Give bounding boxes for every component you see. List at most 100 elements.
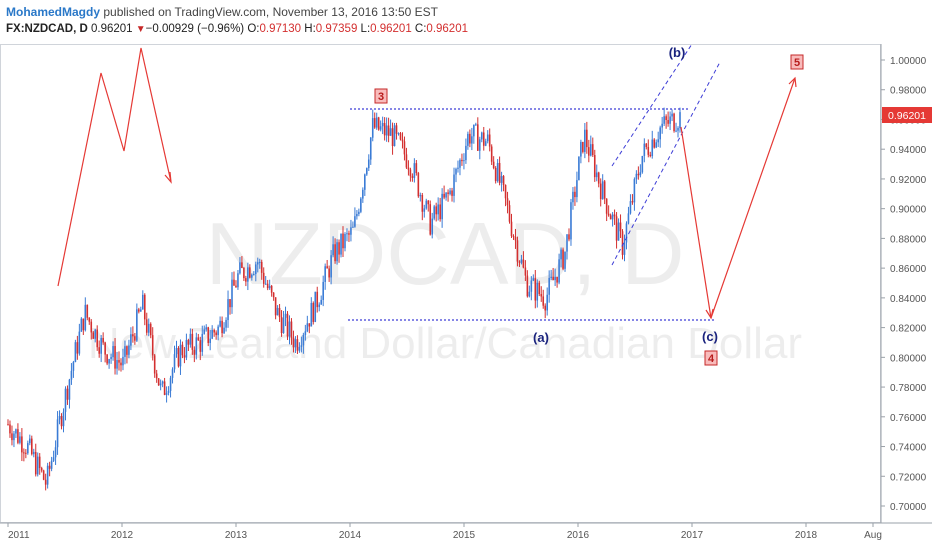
time-tick-label: 2012 bbox=[111, 530, 134, 541]
plot-area[interactable] bbox=[0, 44, 881, 523]
price-axis[interactable]: 1.000000.980000.960000.940000.920000.900… bbox=[881, 56, 927, 513]
wave-a-label[interactable]: (a) bbox=[533, 330, 549, 345]
symbol-label[interactable]: FX:NZDCAD, D bbox=[6, 23, 88, 35]
candle-down bbox=[512, 236, 515, 238]
wave-3-label[interactable]: 3 bbox=[374, 88, 388, 104]
candle-down bbox=[588, 147, 590, 156]
candle-down bbox=[399, 133, 402, 140]
candle-down bbox=[229, 299, 231, 308]
candle-down bbox=[274, 297, 277, 316]
candle-down bbox=[599, 183, 602, 200]
candle-down bbox=[149, 323, 152, 336]
candle-up bbox=[367, 159, 370, 169]
wave-5-label[interactable]: 5 bbox=[790, 54, 804, 70]
candle-down bbox=[607, 213, 610, 216]
candle-up bbox=[595, 172, 598, 178]
forecast-up-arrow-head bbox=[788, 76, 797, 88]
candle-down bbox=[106, 354, 108, 364]
candle-down bbox=[409, 169, 412, 177]
wave-4-text: 4 bbox=[708, 353, 715, 365]
candle-up bbox=[251, 274, 253, 278]
candle-up bbox=[237, 273, 239, 288]
candle-down bbox=[534, 278, 537, 301]
candle-down bbox=[405, 154, 408, 168]
candle-down bbox=[504, 184, 507, 199]
candle-up bbox=[116, 360, 118, 369]
candle-down bbox=[245, 278, 247, 282]
wave-c-label[interactable]: (c) bbox=[702, 329, 718, 344]
candle-down bbox=[401, 139, 404, 142]
candle-up bbox=[179, 344, 182, 367]
open-value: 0.97130 bbox=[259, 23, 302, 35]
candle-up bbox=[68, 379, 71, 400]
candle-down bbox=[562, 249, 564, 269]
price-chart[interactable]: NZDCAD, D New Zealand Dollar/Canadian Do… bbox=[0, 44, 932, 550]
candle-up bbox=[496, 162, 499, 182]
candle-down bbox=[138, 309, 140, 312]
author-link[interactable]: MohamedMagdy bbox=[6, 5, 101, 19]
candle-down bbox=[92, 332, 95, 339]
current-price-tag[interactable]: 0.96201 bbox=[882, 107, 932, 123]
candle-up bbox=[336, 242, 338, 262]
candle-down bbox=[260, 261, 263, 273]
candle-up bbox=[629, 201, 632, 214]
candle-up bbox=[661, 123, 663, 128]
candle-down bbox=[272, 292, 275, 298]
candle-down bbox=[502, 176, 505, 185]
candle-down bbox=[613, 214, 616, 217]
time-tick-label: Aug bbox=[864, 530, 882, 541]
left-projection-path[interactable] bbox=[57, 47, 172, 287]
candle-down bbox=[645, 143, 648, 147]
change-value: −0.00929 (−0.96%) bbox=[145, 23, 245, 35]
candle-up bbox=[393, 125, 396, 147]
candle-down bbox=[143, 294, 146, 320]
time-axis[interactable]: 2011 2012 2013 2014 2015 2016 2017 2018 Aug bbox=[7, 523, 882, 541]
wave-b-label[interactable]: (b) bbox=[669, 45, 686, 60]
candle-up bbox=[209, 338, 211, 343]
candle-down bbox=[38, 456, 41, 469]
publish-line: MohamedMagdy published on TradingView.co… bbox=[6, 5, 438, 19]
candle-up bbox=[324, 266, 326, 282]
candle-up bbox=[340, 233, 342, 255]
candle-up bbox=[475, 124, 477, 126]
candle-up bbox=[167, 390, 170, 393]
candle-up bbox=[659, 127, 661, 140]
candle-up bbox=[500, 176, 503, 183]
candle-up bbox=[94, 329, 97, 339]
candle-up bbox=[227, 299, 229, 321]
candle-down bbox=[516, 240, 519, 262]
candle-up bbox=[623, 242, 626, 255]
low-label: L: bbox=[360, 23, 371, 35]
candle-up bbox=[62, 411, 65, 427]
candle-down bbox=[377, 117, 380, 130]
candle-up bbox=[358, 211, 360, 214]
candle-up bbox=[141, 294, 144, 310]
candle-up bbox=[320, 299, 323, 305]
price-tick-label: 0.98000 bbox=[890, 86, 927, 97]
channel-upper-line[interactable] bbox=[611, 44, 693, 167]
candle-up bbox=[128, 345, 130, 355]
candle-down bbox=[155, 373, 158, 379]
candle-up bbox=[205, 327, 208, 330]
candle-up bbox=[564, 251, 566, 269]
candle-down bbox=[391, 128, 394, 147]
candle-up bbox=[375, 117, 378, 128]
candle-up bbox=[173, 354, 176, 370]
wave-4-label[interactable]: 4 bbox=[704, 350, 718, 366]
candle-down bbox=[151, 335, 154, 356]
candle-down bbox=[145, 319, 148, 333]
candle-up bbox=[253, 274, 255, 276]
candle-up bbox=[455, 168, 457, 175]
price-tick-label: 0.92000 bbox=[890, 175, 927, 186]
candle-down bbox=[215, 332, 217, 336]
channel-lower-line[interactable] bbox=[611, 61, 721, 266]
candle-down bbox=[44, 479, 47, 485]
candle-up bbox=[100, 338, 102, 354]
candle-up bbox=[332, 244, 334, 256]
candle-up bbox=[231, 279, 233, 308]
candle-down bbox=[544, 305, 547, 311]
candle-down bbox=[328, 268, 330, 278]
candle-up bbox=[203, 329, 206, 334]
candle-down bbox=[469, 133, 471, 144]
candle-down bbox=[187, 339, 190, 345]
